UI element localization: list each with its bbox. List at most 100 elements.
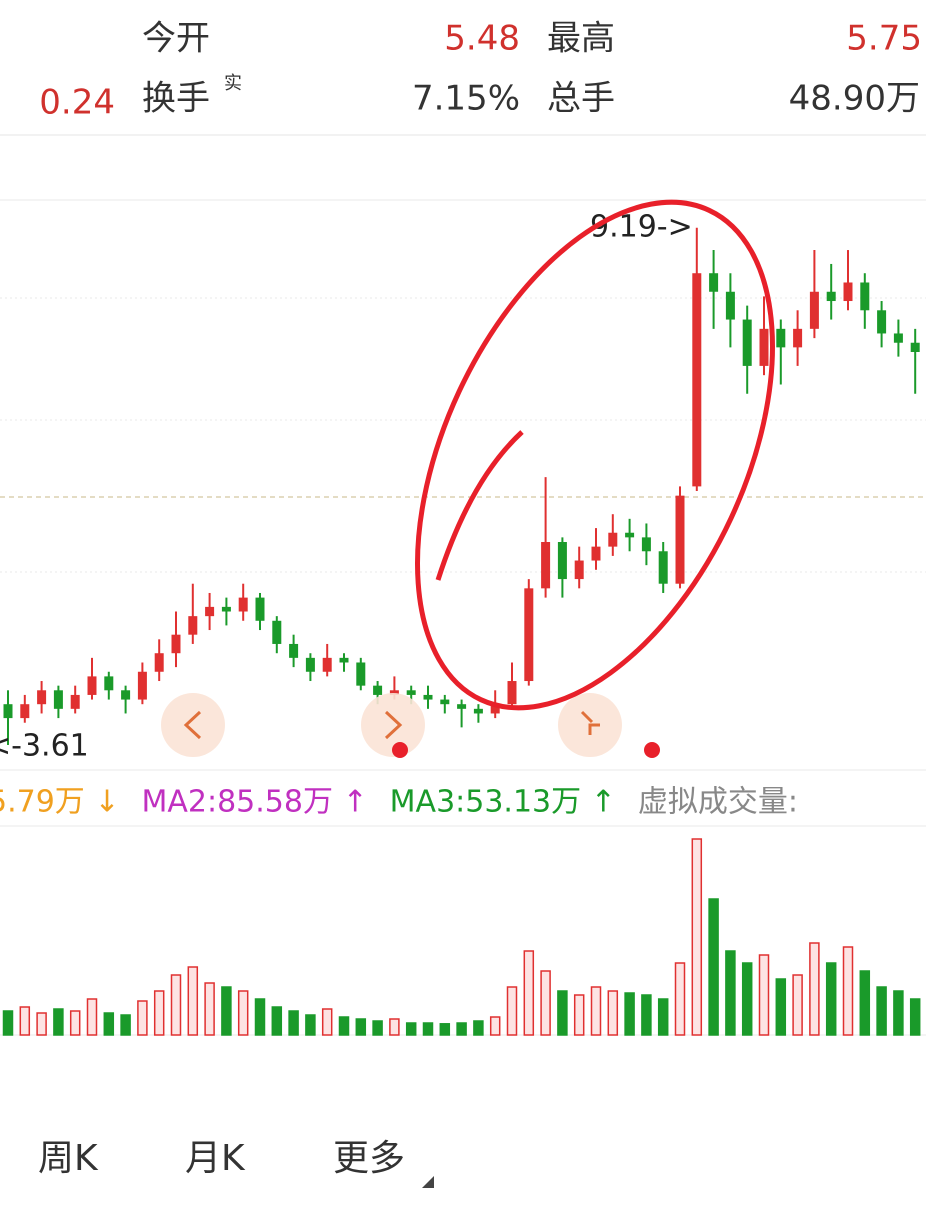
volume-bar <box>305 1014 316 1036</box>
candle-body <box>305 657 315 672</box>
candle-body <box>490 704 500 714</box>
candle-body <box>70 694 80 709</box>
volume-bar <box>53 1008 64 1036</box>
volume-bar <box>809 942 820 1036</box>
legend-entry: 5.79万 ↓ <box>0 785 119 820</box>
candle-body <box>725 291 735 320</box>
candle-body <box>154 653 164 672</box>
volume-bar <box>893 990 904 1036</box>
candle-body <box>339 657 349 663</box>
volume-bar <box>36 1012 47 1036</box>
volume-bar <box>624 992 635 1036</box>
volume-bar <box>792 974 803 1036</box>
volume-bar <box>456 1022 467 1036</box>
hand-drawing <box>415 199 775 711</box>
candle-body <box>826 291 836 302</box>
volume-bar <box>489 1016 501 1036</box>
candle-body <box>389 690 399 695</box>
volume-bar <box>321 1008 333 1036</box>
low-annotation: <-3.61 <box>0 729 89 764</box>
volume-bar <box>439 1023 451 1036</box>
volume-bar <box>775 978 787 1036</box>
tab-arrow <box>422 1176 434 1188</box>
label: 总手 <box>547 79 615 119</box>
candle-body <box>37 690 47 705</box>
candle-body <box>608 532 618 547</box>
volume-bars <box>2 838 921 1036</box>
tab[interactable]: 周K <box>38 1138 99 1179</box>
candle-body <box>406 690 416 695</box>
candle-body <box>238 597 248 612</box>
volume-bar <box>859 970 871 1036</box>
ma-legend: 5.79万 ↓ MA2:85.58万 ↑ MA3:53.13万 ↑ 虚拟成交量: <box>0 785 798 820</box>
candle-body <box>356 662 366 686</box>
candle-body <box>104 676 114 691</box>
candle-body <box>877 310 887 334</box>
legend-entry: MA2:85.58万 ↑ <box>141 785 367 820</box>
volume-bar <box>355 1018 367 1036</box>
volume-bar <box>288 1010 299 1036</box>
legend-entry: 虚拟成交量: <box>638 785 798 820</box>
volume-bar <box>691 838 703 1036</box>
candle-body <box>221 606 231 612</box>
volume-bar <box>741 962 753 1036</box>
candle-body <box>440 699 450 705</box>
candle-body <box>910 342 920 352</box>
high-annotation: 9.19-> <box>590 210 693 245</box>
value: 7.15% <box>412 79 520 119</box>
volume-bar <box>405 1022 417 1036</box>
price-grid <box>0 199 926 1036</box>
candle-body <box>20 704 30 719</box>
candle-body <box>3 704 13 719</box>
volume-bar <box>674 962 686 1036</box>
candle-body <box>625 532 635 538</box>
volume-bar <box>842 946 854 1036</box>
candle-body <box>507 681 517 705</box>
candle-body <box>205 606 215 617</box>
volume-bar <box>758 954 770 1036</box>
candle-body <box>541 542 551 589</box>
candle-body <box>171 634 181 654</box>
volume-bar <box>473 1020 484 1036</box>
candle-body <box>709 273 719 292</box>
volume-bar <box>372 1020 383 1036</box>
candle-body <box>373 685 383 695</box>
volume-bar <box>2 1010 14 1036</box>
volume-bar <box>120 1014 131 1036</box>
candle-body <box>121 690 131 700</box>
volume-bar <box>422 1022 434 1036</box>
volume-bar <box>708 898 719 1036</box>
nav-buttons[interactable] <box>161 693 660 758</box>
label: 今开 <box>142 19 210 59</box>
volume-bar <box>19 1006 31 1036</box>
volume-bar <box>103 1012 115 1036</box>
value: 0.24 <box>39 83 115 123</box>
volume-bar <box>271 1006 283 1036</box>
candle-body <box>289 643 299 658</box>
candle-body <box>574 560 584 580</box>
candle-body <box>675 495 685 584</box>
legend-entry: MA3:53.13万 ↑ <box>390 785 616 820</box>
tab[interactable]: 月K <box>185 1138 246 1179</box>
volume-bar <box>69 1010 81 1036</box>
volume-bar <box>254 998 266 1036</box>
volume-bar <box>204 982 215 1036</box>
candle-body <box>457 704 467 709</box>
candle-body <box>137 671 147 700</box>
candle-body <box>893 333 903 343</box>
candle-body <box>473 708 483 714</box>
volume-bar <box>825 962 837 1036</box>
candle-body <box>843 282 853 302</box>
candle-body <box>658 551 668 584</box>
volume-bar <box>338 1016 350 1036</box>
tab[interactable]: 更多 <box>333 1138 405 1179</box>
label: 最高 <box>547 19 615 59</box>
candle-body <box>641 537 651 552</box>
volume-bar <box>523 950 535 1036</box>
volume-bar <box>137 1000 148 1036</box>
volume-bar <box>641 994 652 1036</box>
volume-bar <box>506 986 518 1036</box>
candle-body <box>255 597 265 621</box>
volume-bar <box>221 986 232 1036</box>
volume-bar <box>86 998 98 1036</box>
